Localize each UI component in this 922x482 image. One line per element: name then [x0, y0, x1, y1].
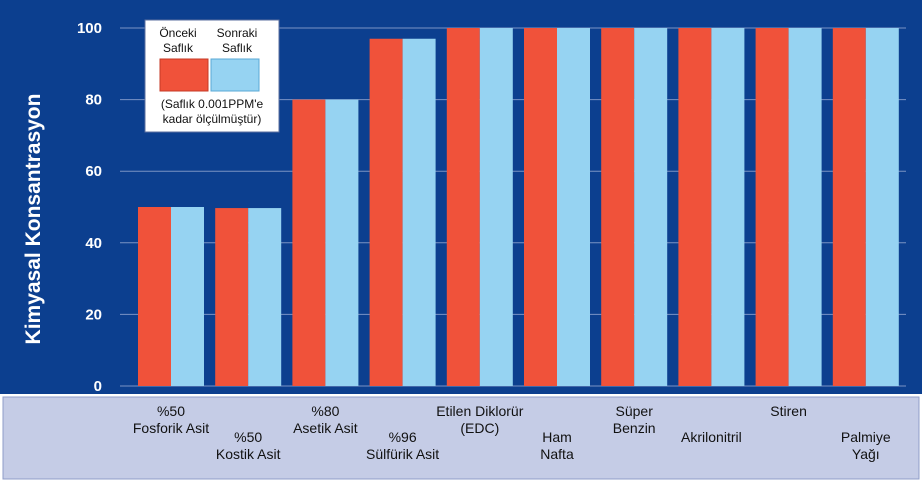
- y-tick-label-0: 0: [94, 378, 102, 395]
- x-tick-label-5: Etilen Diklorür (EDC): [436, 403, 523, 436]
- y-axis-label: Kimyasal Konsantrasyon: [22, 94, 45, 345]
- x-tick-label-line: Süper: [616, 403, 654, 419]
- legend-note-line: kadar ölçülmüştür): [163, 112, 262, 126]
- bar-after-5: [479, 28, 513, 386]
- bar-after-2: [248, 208, 282, 386]
- y-tick-label-80: 80: [85, 92, 102, 109]
- legend-label-line: Önceki: [159, 26, 196, 40]
- x-tick-label-line: Palmiye: [841, 429, 891, 445]
- x-tick-label-line: %50: [157, 403, 185, 419]
- bar-before-7: [601, 28, 635, 386]
- bar-after-1: [171, 207, 204, 386]
- legend-label-2: Sonraki Saflık: [217, 26, 258, 55]
- x-tick-label-line: Etilen Diklorür: [436, 403, 523, 419]
- y-tick-label-60: 60: [85, 163, 102, 180]
- bar-before-9: [755, 28, 789, 386]
- bar-before-2: [215, 208, 249, 386]
- legend-note: (Saflık 0.001PPM'e kadar ölçülmüştür): [161, 97, 264, 126]
- x-tick-label-10: Palmiye Yağı: [841, 429, 891, 462]
- bar-after-9: [788, 28, 822, 386]
- x-tick-label-8: Akrilonitril: [681, 429, 742, 445]
- legend-label-line: Sonraki: [217, 26, 258, 40]
- legend-swatch-2: [210, 58, 260, 92]
- x-tick-label-line: Akrilonitril: [681, 429, 742, 445]
- bar-before-8: [678, 28, 712, 386]
- legend-swatch-1: [159, 58, 209, 92]
- x-tick-label-line: Fosforik Asit: [133, 420, 209, 436]
- bar-after-10: [865, 28, 899, 386]
- legend-label-line: Saflık: [163, 41, 194, 55]
- bar-after-8: [711, 28, 745, 386]
- x-tick-label-7: Süper Benzin: [613, 403, 656, 436]
- x-tick-label-line: (EDC): [460, 420, 499, 436]
- x-tick-label-line: Nafta: [540, 446, 574, 462]
- x-tick-label-3: %80 Asetik Asit: [293, 403, 358, 436]
- x-tick-label-line: %50: [234, 429, 262, 445]
- x-tick-label-line: Kostik Asit: [216, 446, 281, 462]
- x-tick-label-line: Asetik Asit: [293, 420, 358, 436]
- legend-note-line: (Saflık 0.001PPM'e: [161, 97, 264, 111]
- bar-before-1: [138, 207, 171, 386]
- x-tick-label-1: %50 Fosforik Asit: [133, 403, 209, 436]
- x-tick-label-4: %96 Sülfürik Asit: [366, 429, 439, 462]
- x-tick-label-line: Yağı: [852, 446, 880, 462]
- bar-before-3: [292, 99, 326, 386]
- x-tick-label-line: Sülfürik Asit: [366, 446, 439, 462]
- x-tick-label-9: Stiren: [770, 403, 807, 419]
- bar-before-10: [832, 28, 866, 386]
- x-tick-label-line: Stiren: [770, 403, 807, 419]
- x-tick-label-line: Benzin: [613, 420, 656, 436]
- label-band: [2, 396, 920, 480]
- legend-label-1: Önceki Saflık: [159, 26, 196, 55]
- x-tick-label-2: %50 Kostik Asit: [216, 429, 281, 462]
- legend-label-line: Saflık: [222, 41, 253, 55]
- bar-before-5: [446, 28, 480, 386]
- bar-after-3: [325, 99, 359, 386]
- bar-before-6: [524, 28, 557, 386]
- x-tick-label-line: %96: [389, 429, 417, 445]
- x-tick-label-line: Ham: [542, 429, 572, 445]
- bar-after-6: [557, 28, 590, 386]
- bar-before-4: [369, 38, 403, 387]
- y-tick-label-100: 100: [77, 20, 102, 37]
- bar-after-7: [634, 28, 668, 386]
- y-tick-label-20: 20: [85, 306, 102, 323]
- x-tick-label-line: %80: [311, 403, 339, 419]
- x-tick-label-6: Ham Nafta: [540, 429, 574, 462]
- bar-after-4: [402, 38, 436, 387]
- y-tick-label-40: 40: [85, 235, 102, 252]
